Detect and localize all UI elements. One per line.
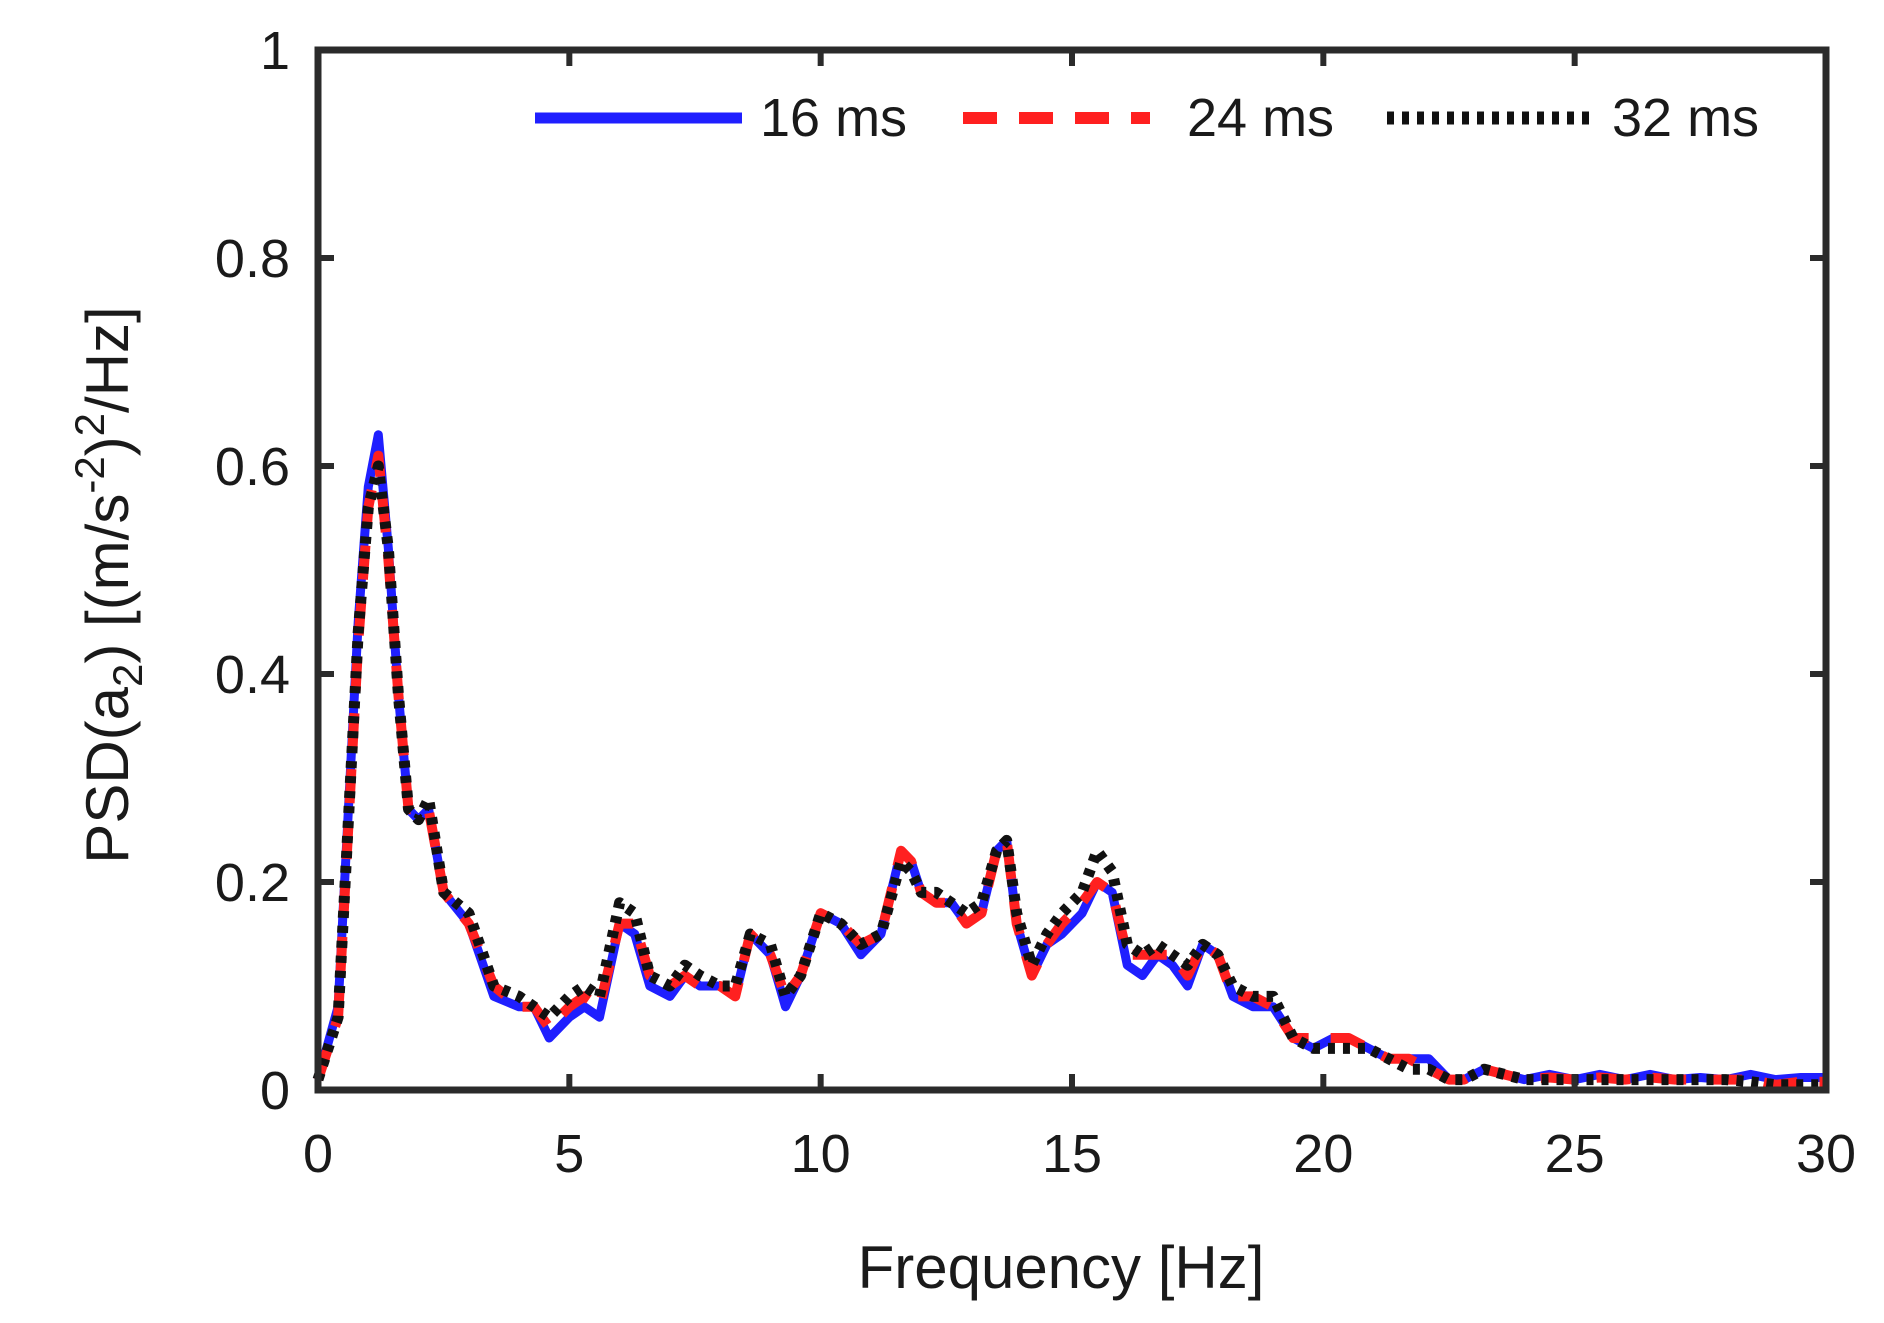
legend: 16 ms 24 ms 32 ms <box>535 88 1759 148</box>
plot-area-frame <box>314 46 1830 1094</box>
y-tick-label: 0.2 <box>215 853 290 913</box>
x-tick-label: 25 <box>1545 1124 1605 1184</box>
legend-label-32-ms: 32 ms <box>1612 88 1759 148</box>
x-tick-label: 10 <box>791 1124 851 1184</box>
x-tick-label: 5 <box>554 1124 584 1184</box>
x-axis-label: Frequency [Hz] <box>858 1234 1265 1301</box>
x-tick-label: 0 <box>303 1124 333 1184</box>
y-tick-label: 0 <box>260 1061 290 1121</box>
y-tick-label: 0.4 <box>215 645 290 705</box>
y-tick-label: 0.6 <box>215 437 290 497</box>
x-tick-label: 30 <box>1796 1124 1856 1184</box>
x-tick-label: 15 <box>1042 1124 1102 1184</box>
y-tick-labels: 0 0.2 0.4 0.6 0.8 1 <box>215 21 290 1121</box>
y-tick-label: 0.8 <box>215 229 290 289</box>
x-tick-label: 20 <box>1293 1124 1353 1184</box>
series-layer <box>312 430 1826 1091</box>
legend-label-24-ms: 24 ms <box>1187 88 1334 148</box>
legend-label-16-ms: 16 ms <box>760 88 907 148</box>
series-line-24-ms <box>313 450 1826 1090</box>
y-axis-label: PSD(a2) [(m/s-2)2/Hz] <box>66 306 151 863</box>
x-tick-labels: 0 5 10 15 20 25 30 <box>303 1124 1856 1184</box>
y-tick-label: 1 <box>260 21 290 81</box>
